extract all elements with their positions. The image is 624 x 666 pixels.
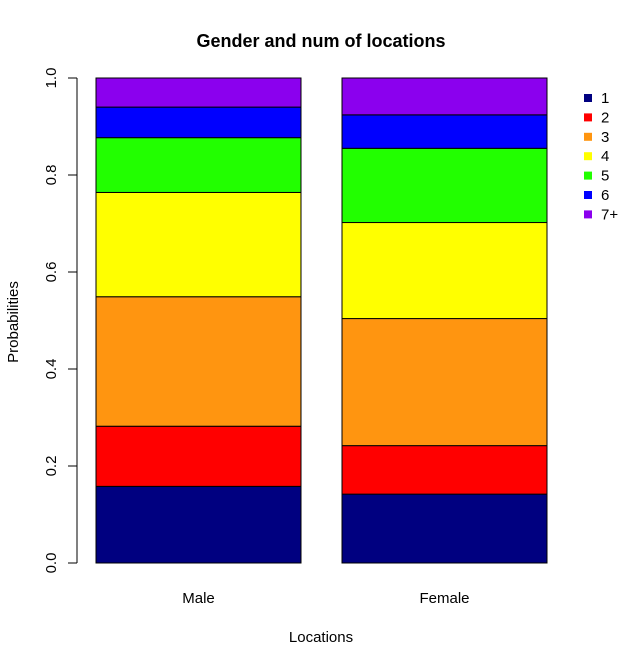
legend-label: 3 — [601, 129, 609, 146]
y-tick-label: 1.0 — [43, 68, 60, 89]
bar-segment-female-3 — [341, 318, 548, 447]
y-tick-label: 0.6 — [43, 262, 60, 283]
legend-swatch — [584, 152, 592, 161]
bars-group — [95, 77, 548, 564]
bar-segment-male-2 — [95, 425, 302, 487]
bar-segment-female-1 — [341, 493, 548, 564]
y-tick-label: 0.8 — [43, 165, 60, 186]
bar-segment-male-5 — [95, 137, 302, 193]
y-tick-label: 0.2 — [43, 456, 60, 477]
y-tick-label: 0.4 — [43, 359, 60, 380]
bar-segment-female-7plus — [341, 77, 548, 116]
bar-segment-female-4 — [341, 222, 548, 320]
legend-label: 2 — [601, 109, 609, 126]
y-axis: 0.0 0.2 0.4 0.6 0.8 1.0 — [43, 68, 78, 574]
legend-swatch — [584, 94, 592, 102]
legend-label: 4 — [601, 148, 609, 165]
legend-swatch — [584, 132, 592, 141]
legend-swatch — [584, 113, 592, 122]
legend-label: 7+ — [601, 206, 618, 223]
bar-segment-male-6 — [95, 106, 302, 139]
legend-label: 5 — [601, 168, 609, 185]
y-tick-label: 0.0 — [43, 553, 60, 574]
bar-segment-female-6 — [341, 114, 548, 149]
x-axis-labels: Male Female — [182, 590, 469, 607]
bar-segment-male-3 — [95, 296, 302, 427]
x-axis-label: Locations — [289, 629, 353, 646]
legend-label: 6 — [601, 187, 609, 204]
legend: 1 2 3 4 5 6 7+ — [584, 90, 618, 223]
y-axis-label: Probabilities — [5, 281, 22, 363]
x-category-label: Female — [419, 590, 469, 607]
legend-swatch — [584, 210, 592, 219]
bar-segment-female-5 — [341, 147, 548, 224]
chart-title: Gender and num of locations — [196, 31, 445, 51]
x-category-label: Male — [182, 590, 215, 607]
bar-segment-female-2 — [341, 445, 548, 495]
legend-swatch — [584, 171, 592, 180]
bar-segment-male-4 — [95, 191, 302, 298]
bar-segment-male-1 — [95, 485, 302, 564]
bar-segment-male-7plus — [95, 77, 302, 108]
legend-swatch — [584, 191, 592, 199]
legend-label: 1 — [601, 90, 609, 107]
